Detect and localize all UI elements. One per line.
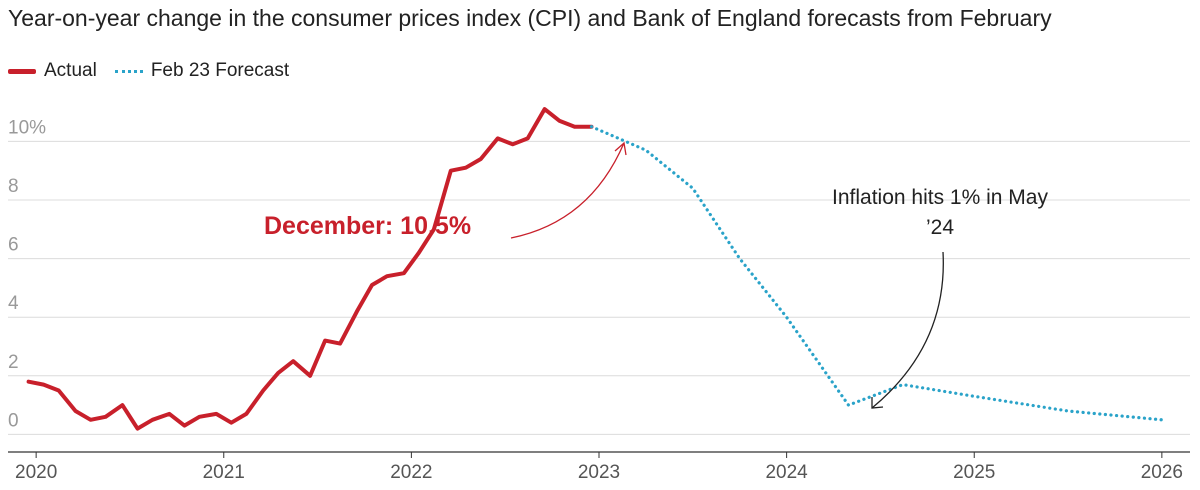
y-tick-label-10: 10% [8,117,46,138]
annotation-december: December: 10.5% [264,212,471,240]
x-tick-label-2021: 2021 [203,462,245,483]
legend-item-forecast: Feb 23 Forecast [114,60,290,82]
x-tick-label-2024: 2024 [765,462,808,483]
annotation-december-arrow [510,142,625,239]
x-tick-label-2020: 2020 [15,462,57,483]
y-tick-label-2: 2 [8,352,19,373]
y-tick-label-6: 6 [8,235,19,256]
annotation-may-arrowhead [871,397,884,409]
annotation-may-line1: Inflation hits 1% in May [832,186,1048,209]
legend-swatch-actual [8,68,36,74]
legend-label-actual: Actual [44,60,97,81]
y-tick-label-4: 4 [8,293,19,314]
y-tick-label-8: 8 [8,176,19,197]
legend-swatch-forecast [114,69,143,73]
annotation-layer: December: 10.5% Inflation hits 1% in May… [264,141,1048,409]
annotation-may-line2: ’24 [926,216,954,239]
x-tick-label-2025: 2025 [953,462,995,483]
y-tick-labels: 0 2 4 6 8 10% [8,117,46,431]
legend-item-actual: Actual [8,60,97,82]
legend: Actual Feb 23 Forecast [8,60,307,82]
x-tick-label-2022: 2022 [390,462,432,483]
x-tick-labels: 2020 2021 2022 2023 2024 2025 2026 [15,452,1183,483]
y-tick-label-0: 0 [8,410,19,431]
series-line-forecast [589,125,1164,422]
x-tick-label-2023: 2023 [578,462,620,483]
series-line-actual [26,107,594,431]
annotation-december-arrowhead [614,141,627,156]
series-layer [26,107,1164,431]
x-tick-label-2026: 2026 [1141,462,1183,483]
annotation-may-arrow [871,251,944,409]
legend-label-forecast: Feb 23 Forecast [150,60,290,81]
chart-title: Year-on-year change in the consumer pric… [8,5,1052,31]
